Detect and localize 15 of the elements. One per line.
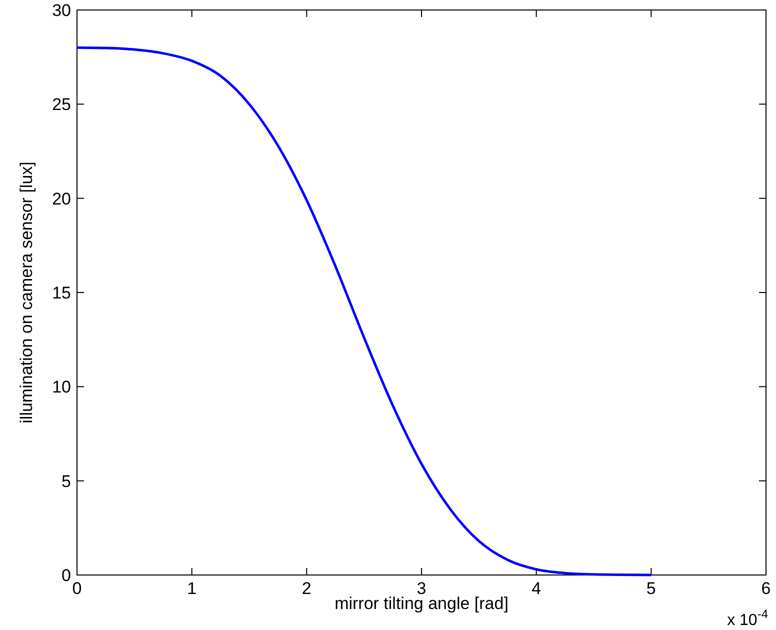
y-tick-label: 30 — [52, 1, 71, 20]
x-tick-label: 1 — [187, 579, 197, 598]
y-tick-label: 25 — [52, 95, 71, 114]
line-series — [76, 46, 652, 576]
y-tick-label: 20 — [52, 189, 71, 208]
y-tick-label: 5 — [62, 472, 71, 491]
y-tick-label: 0 — [62, 566, 71, 585]
y-axis-title: illumination on camera sensor [lux] — [17, 162, 36, 424]
text: x 10$^{-4}$ — [727, 607, 768, 629]
y-tick-label: 10 — [52, 378, 71, 397]
x-tick-label: 4 — [532, 579, 542, 598]
x-tick-label: 2 — [302, 579, 312, 598]
x-tick-label: 6 — [761, 579, 771, 598]
x-tick-label: 5 — [646, 579, 656, 598]
y-tick-label: 15 — [52, 284, 71, 302]
